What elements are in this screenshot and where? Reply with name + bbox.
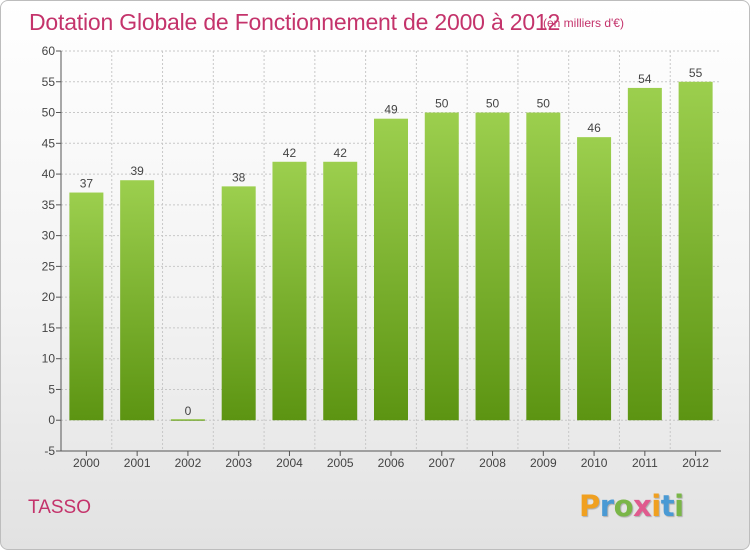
bar [69,192,104,421]
y-tick-label: 35 [42,198,56,212]
data-label: 54 [638,72,652,86]
chart-title: Dotation Globale de Fonctionnement de 20… [29,9,561,35]
bar [424,112,459,421]
y-tick-label: 20 [42,290,56,304]
data-label: 50 [435,97,449,111]
bar [526,112,561,421]
x-tick-label: 2002 [175,456,202,470]
unit-label: (en milliers d'€) [543,16,624,30]
logo-letter: P [579,489,600,523]
data-label: 42 [334,146,348,160]
bar [627,87,662,421]
bar [577,137,612,421]
data-label: 46 [587,121,601,135]
data-label: 0 [185,404,192,418]
x-tick-label: 2011 [632,456,658,470]
bar [120,180,155,421]
y-tick-label: 45 [42,136,56,150]
bar [323,161,358,421]
logo-letter: i [651,489,661,523]
data-label: 37 [80,177,94,191]
bar [221,186,256,421]
data-label: 42 [283,146,297,160]
x-tick-label: 2003 [225,456,252,470]
commune-name: TASSO [28,497,91,518]
y-tick-label: 5 [48,382,55,396]
y-tick-label: 0 [48,413,55,427]
y-tick-label: 30 [42,229,56,243]
y-tick-label: 50 [42,106,56,120]
data-label: 49 [384,103,398,117]
data-label: 50 [537,97,551,111]
x-tick-label: 2009 [530,456,557,470]
bar [678,81,713,421]
data-label: 39 [130,164,144,178]
logo-letter: r [599,489,614,523]
axes [56,50,721,456]
x-tick-label: 2008 [479,456,506,470]
logo-letter: i [674,489,684,523]
x-tick-label: 2012 [682,456,709,470]
labels: -5 0 5 10 15 20 25 30 35 40 45 50 55 60 37 2000 39 2001 0 2… [42,44,710,470]
data-label: 50 [486,97,500,111]
y-tick-label: 55 [42,75,56,89]
y-tick-label: -5 [44,444,55,458]
bar [475,112,510,421]
logo-letter: x [633,489,652,523]
bars [69,81,713,421]
bar [272,161,307,421]
x-tick-label: 2010 [581,456,608,470]
proxiti-logo: Proxiti [579,489,684,523]
y-tick-label: 25 [42,259,56,273]
x-tick-label: 2007 [428,456,455,470]
x-tick-label: 2005 [327,456,354,470]
data-label: 38 [232,170,246,184]
y-tick-label: 10 [42,352,56,366]
x-tick-label: 2004 [276,456,303,470]
y-tick-label: 60 [42,44,56,58]
logo-letter: t [660,489,675,523]
data-label: 55 [689,66,703,80]
x-tick-label: 2006 [378,456,405,470]
x-tick-label: 2001 [124,456,151,470]
bar [170,419,205,421]
y-tick-label: 15 [42,321,56,335]
x-tick-label: 2000 [73,456,100,470]
bar [374,118,408,421]
y-tick-label: 40 [42,167,56,181]
logo-letter: o [613,489,634,523]
